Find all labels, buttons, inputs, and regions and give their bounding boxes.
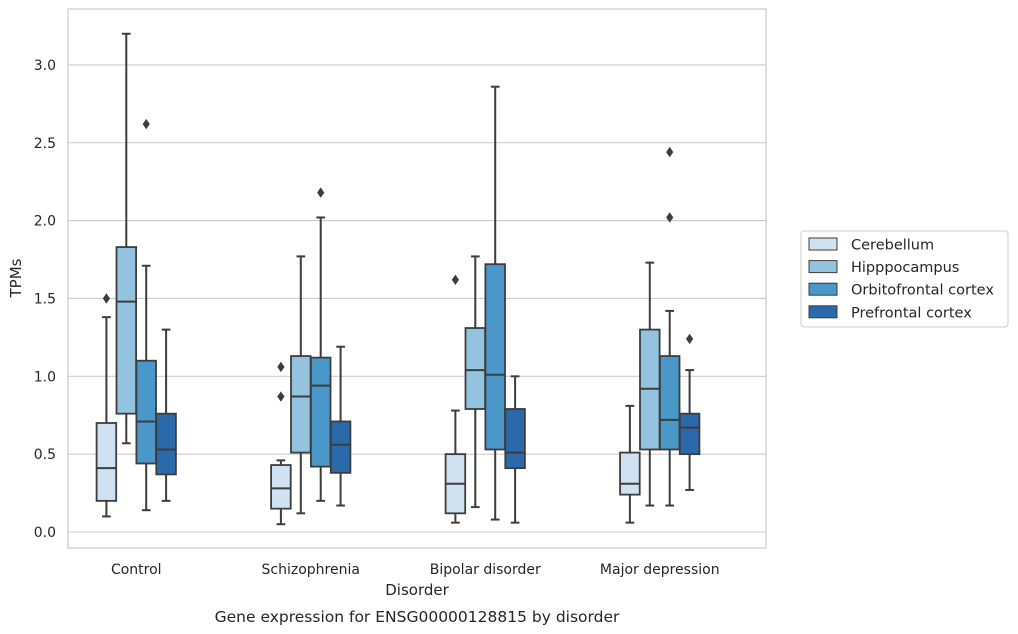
box: [155, 412, 177, 476]
outlier-point: [277, 361, 285, 373]
box: [464, 327, 487, 410]
outlier-point: [666, 146, 674, 158]
legend-swatch: [808, 305, 838, 319]
plot-frame: [67, 8, 767, 549]
outlier-point: [102, 293, 110, 304]
outlier-point: [142, 118, 150, 130]
legend-frame: [800, 230, 1009, 328]
outlier-point: [686, 333, 694, 345]
legend-label: Prefrontal cortex: [851, 305, 972, 321]
legend-label: Hipppocampus: [851, 260, 959, 276]
box: [484, 263, 506, 451]
chart-caption: Gene expression for ENSG00000128815 by d…: [215, 608, 620, 626]
box: [290, 355, 312, 454]
box: [95, 422, 118, 502]
outlier-point: [317, 187, 325, 198]
y-tick-label: 0.0: [34, 525, 56, 541]
box: [619, 451, 641, 496]
legend-swatch: [808, 282, 838, 296]
x-tick-label: Major depression: [600, 562, 720, 578]
grid-lines: [68, 64, 766, 533]
legend-swatch: [808, 237, 838, 251]
box: [270, 464, 292, 510]
box-groups: [95, 32, 701, 526]
box: [504, 408, 526, 470]
y-tick-label: 2.5: [34, 136, 56, 152]
box: [329, 420, 352, 474]
outlier-point: [451, 274, 459, 285]
box-group: [270, 187, 352, 526]
y-tick-label: 0.5: [34, 447, 56, 463]
box-group: [619, 146, 701, 524]
x-tick-label: Control: [111, 562, 162, 578]
legend-swatch: [808, 260, 838, 274]
box-group: [444, 85, 526, 524]
x-tick-label: Bipolar disorder: [430, 562, 541, 578]
y-tick-label: 1.5: [34, 291, 56, 307]
outlier-point: [277, 391, 285, 402]
legend-label: Orbitofrontal cortex: [851, 283, 994, 299]
box: [115, 246, 138, 415]
x-tick-labels: Control Schizophrenia Bipolar disorder Majo…: [111, 562, 720, 578]
legend: Cerebellum Hipppocampus Orbitofrontal cort…: [800, 230, 1009, 328]
box: [135, 359, 157, 465]
box-group: [95, 32, 177, 518]
box: [659, 355, 681, 451]
box: [678, 412, 701, 456]
y-tick-label: 1.0: [34, 369, 56, 385]
y-axis-label: TPMs: [7, 258, 25, 298]
x-axis-label: Disorder: [385, 581, 449, 599]
y-tick-label: 2.0: [34, 214, 56, 230]
legend-label: Cerebellum: [851, 238, 934, 254]
outlier-point: [666, 212, 674, 223]
y-tick-label: 3.0: [34, 58, 56, 74]
x-tick-label: Schizophrenia: [262, 562, 360, 578]
y-tick-labels: 0.0 0.5 1.0 1.5 2.0 2.5 3.0: [34, 58, 56, 541]
box: [309, 356, 332, 468]
